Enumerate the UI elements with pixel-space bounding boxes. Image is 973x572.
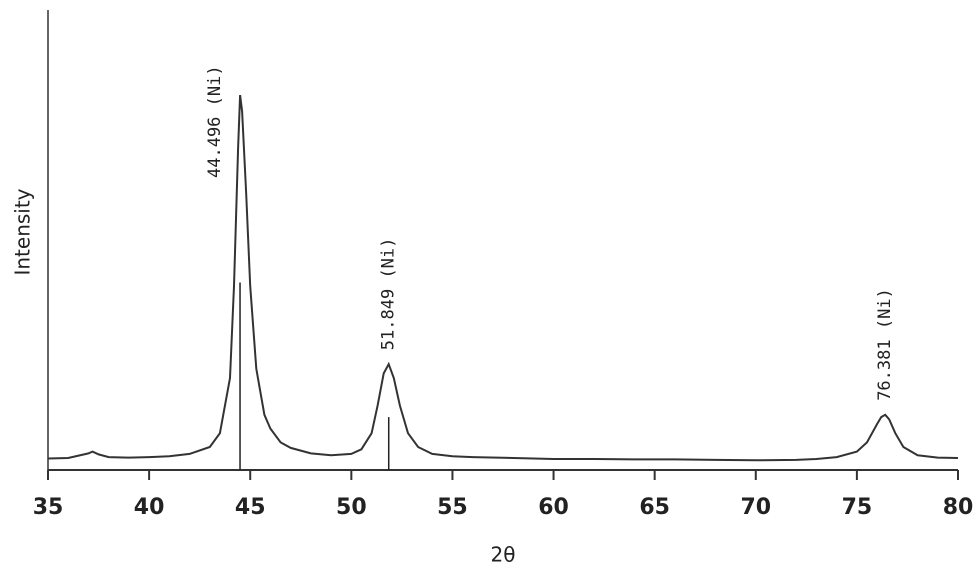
data-line [47,94,959,462]
x-tick-label: 75 [842,495,873,520]
x-tick-label: 35 [33,495,64,520]
peak-label: 76.381 (Ni) [875,288,895,401]
x-axis-label: 2θ [491,543,516,567]
x-tick-label: 45 [235,495,266,520]
x-tick-label: 50 [336,495,367,520]
x-tick-label: 40 [134,495,165,520]
peak-label: 51.849 (Ni) [379,238,399,351]
peak-label: 44.496 (Ni) [205,65,225,178]
y-axis-label: Intensity [11,188,35,275]
x-tick-label: 70 [740,495,771,520]
x-tick-label: 60 [538,495,569,520]
x-tick-label: 65 [639,495,670,520]
x-tick-label: 55 [437,495,468,520]
x-tick-label: 80 [943,495,973,520]
